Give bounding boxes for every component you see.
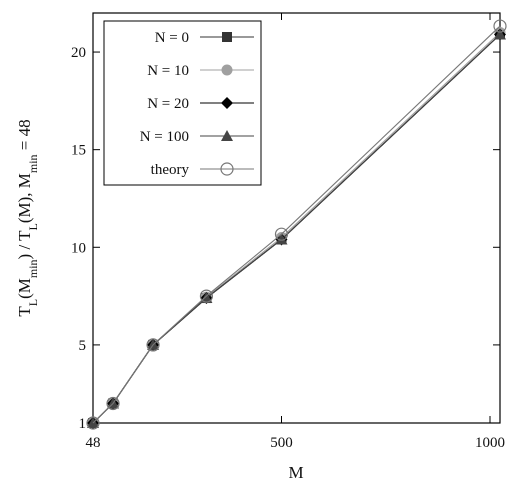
data-point [493, 19, 507, 33]
y-axis-title-part: = 48 [15, 119, 34, 154]
y-axis-title-part: min [26, 259, 40, 278]
y-axis-title-part: (M), M [15, 173, 34, 223]
legend-swatch-marker [222, 32, 232, 42]
data-point [275, 233, 288, 245]
y-tick-label: 1 [79, 416, 87, 432]
plot-frame [92, 12, 501, 424]
y-tick-label: 20 [71, 45, 86, 61]
y-tick-label: 15 [71, 143, 86, 159]
y-axis-title-part: L [26, 299, 40, 306]
data-point [199, 289, 214, 303]
y-axis-title-part: (M [15, 278, 34, 299]
legend-swatch-marker [221, 64, 233, 76]
data-point [146, 338, 160, 352]
legend-label: N = 0 [155, 30, 189, 46]
x-axis-title: M [288, 463, 303, 482]
y-axis-title: TL(Mmin) / TL(M), Mmin = 48 [15, 119, 40, 316]
y-axis-title-part: T [15, 306, 34, 317]
series-group [86, 19, 507, 430]
legend-swatch-marker [221, 97, 233, 109]
legend-label: N = 20 [147, 96, 189, 112]
x-tick-label: 1000 [475, 435, 505, 451]
legend-label: theory [151, 162, 190, 178]
y-axis-title-part: min [26, 154, 40, 173]
legend-swatch-marker [220, 162, 234, 176]
data-point [200, 292, 213, 304]
legend: N = 0 N = 10 N = 20 N = 100 theory [103, 20, 262, 186]
data-point [106, 396, 120, 411]
y-tick-label: 5 [79, 338, 87, 354]
legend-swatch-marker [221, 130, 233, 141]
series-line [92, 25, 501, 424]
y-tick-label: 10 [71, 240, 86, 256]
x-tick-label: 500 [270, 435, 293, 451]
legend-label: N = 10 [147, 63, 189, 79]
data-point [494, 28, 506, 40]
x-tick-label: 48 [86, 435, 101, 451]
series-4 [86, 19, 507, 430]
y-axis-title-part: ) / T [15, 230, 34, 260]
y-axis-title-part: L [26, 223, 40, 230]
data-point [86, 416, 100, 430]
legend-label: N = 100 [140, 129, 189, 145]
data-point [274, 227, 289, 241]
